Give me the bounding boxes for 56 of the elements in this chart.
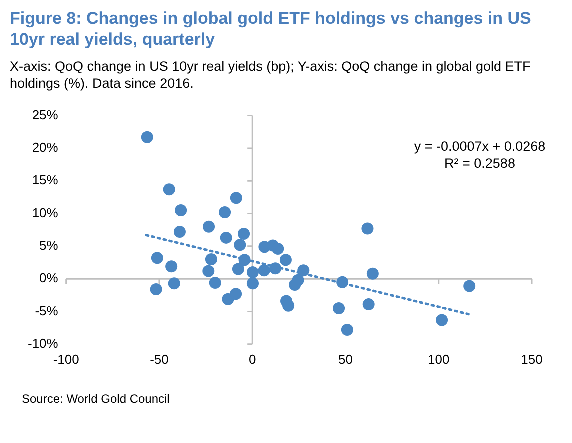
point (166, 260, 178, 273)
annotation: y = -0.0007x + 0.0268 (413, 138, 547, 155)
y-tick-label: 20% (32, 140, 59, 156)
point (168, 278, 180, 290)
point (150, 284, 162, 296)
point (366, 268, 379, 280)
x-tick-label: -100 (53, 352, 80, 367)
point (333, 302, 346, 314)
x-tick-label: 150 (521, 352, 543, 367)
point (209, 277, 222, 290)
point (341, 324, 354, 336)
point (238, 228, 250, 240)
point (203, 220, 216, 233)
point (141, 131, 154, 144)
point (220, 232, 232, 244)
point (298, 264, 310, 277)
point (238, 254, 251, 266)
point (230, 288, 242, 300)
point (234, 239, 246, 252)
point (258, 264, 270, 277)
source-note: Source: World Gold Council (22, 392, 171, 406)
point (151, 252, 164, 264)
x-tick-label: 50 (338, 352, 353, 367)
point (202, 265, 215, 278)
point (174, 226, 186, 238)
y-tick-label: 15% (32, 172, 59, 188)
x-tick-label: -50 (150, 352, 169, 367)
y-tick-label: 0% (40, 270, 59, 286)
point (464, 280, 476, 292)
point (280, 254, 292, 266)
chart-subtitle: X-axis: QoQ change in US 10yr real yields (bp); Y-axis: QoQ change in global gold ETF holdings (%). Data since 2016. (10, 58, 532, 92)
x-tick-label: 100 (428, 352, 450, 367)
y-tick-label: 25% (32, 107, 59, 122)
y-tick-label: -5% (35, 303, 59, 318)
annotation: R² = 0.2588 (444, 155, 516, 172)
point (163, 184, 176, 196)
point (205, 253, 218, 266)
point (270, 262, 282, 275)
point (219, 206, 232, 218)
point (232, 263, 244, 276)
y-tick-label: -10% (28, 336, 59, 351)
point (246, 278, 259, 290)
point (336, 276, 349, 288)
point (272, 243, 284, 256)
point (282, 300, 295, 312)
chart-title: Figure 8: Changes in global gold ETF holdings vs changes in US 10yr real yields, quarterly (10, 8, 532, 50)
y-tick-label: 10% (32, 205, 59, 220)
point (230, 192, 242, 204)
point (289, 278, 302, 291)
x-tick-label: 0 (248, 352, 256, 367)
point (362, 222, 374, 235)
point (246, 266, 259, 279)
point (362, 298, 375, 311)
point (436, 314, 448, 326)
y-tick-label: 5% (40, 238, 59, 254)
point (175, 204, 188, 217)
